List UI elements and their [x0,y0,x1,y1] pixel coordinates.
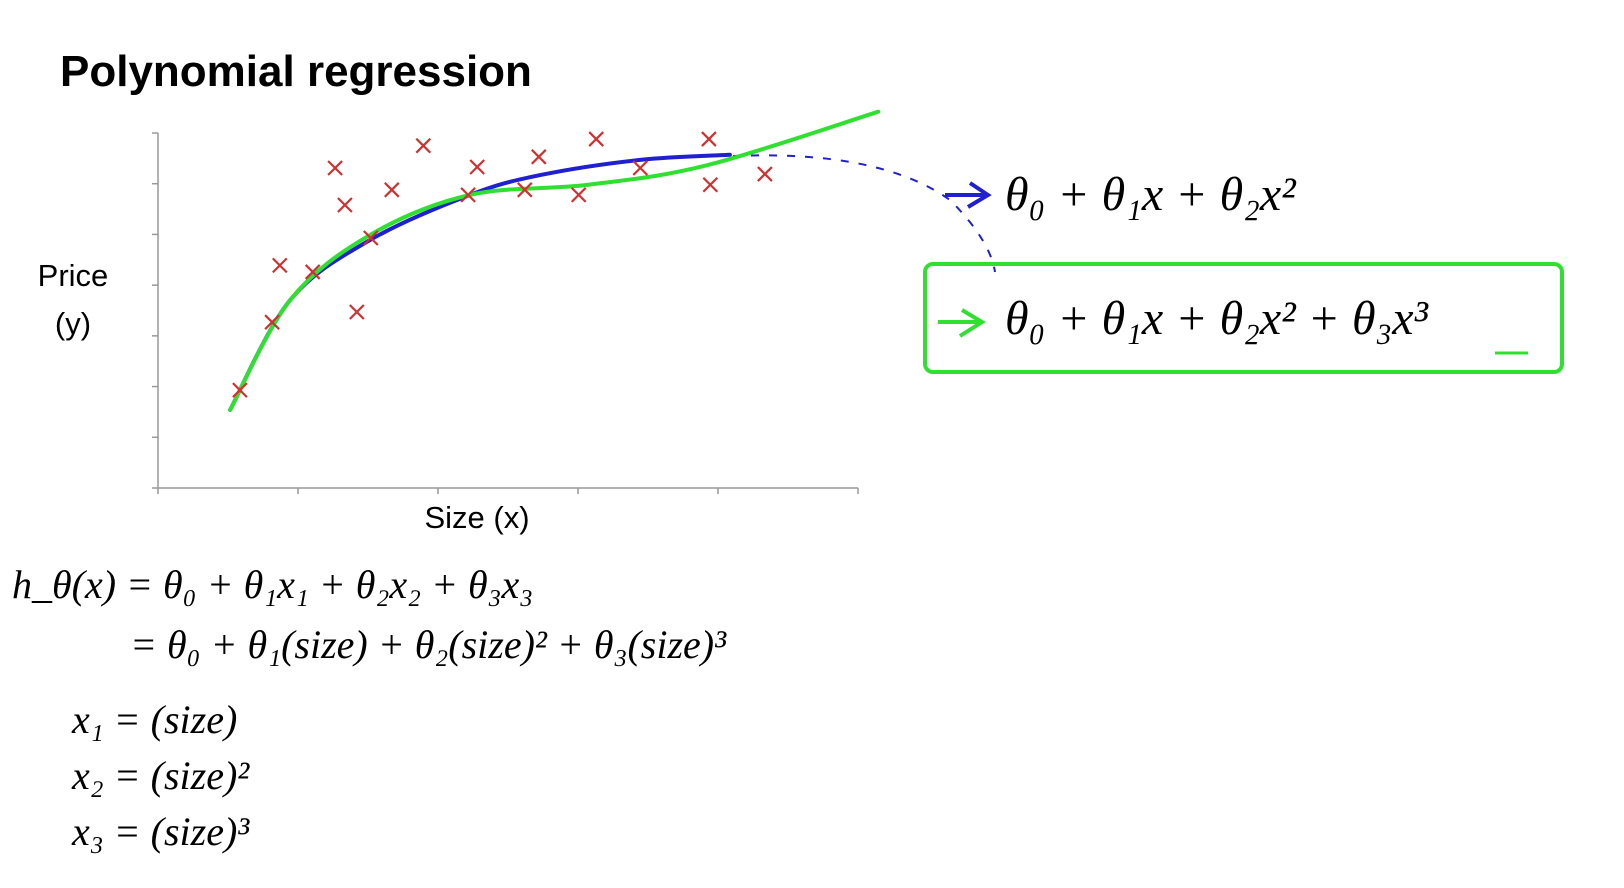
formula: h_θ(x) = θ₀ + θ₁x₁ + θ₂x₂ + θ₃x₃ [12,562,533,607]
data-point [272,257,288,274]
data-point [232,382,248,398]
formula: x₃ = (size)³ [71,809,250,854]
formula: x₂ = (size)² [71,753,250,798]
data-point [304,264,321,280]
formula: x₁ = (size) [71,697,237,742]
arrow [938,308,986,338]
data-point [264,314,280,330]
x-axis-label: Size (x) [424,500,529,535]
data-point [632,160,649,176]
data-point [517,182,533,198]
data-point [349,304,365,320]
model-formula: θ₀ + θ₁x + θ₂x² + θ₃x³ [1005,292,1429,345]
dashed-arrow [732,154,996,273]
data-point [469,159,485,175]
model-formula: θ₀ + θ₁x + θ₂x² [1005,168,1297,221]
y-axis-label: Price [38,258,109,293]
data-point [701,131,717,147]
data-point [363,230,379,246]
data-point [531,149,547,165]
arrow [945,181,992,209]
data-point [570,187,587,203]
data-point [757,166,773,182]
data-point [702,176,719,193]
data-point [327,160,343,176]
data-point [384,182,400,198]
data-point [588,131,604,147]
y-axis-label: (y) [55,306,91,341]
highlight-box [923,262,1564,374]
formula: = θ₀ + θ₁(size) + θ₂(size)² + θ₃(size)³ [130,622,727,667]
slide-title: Polynomial regression [60,47,532,96]
data-point [460,187,476,203]
data-point [415,137,432,154]
data-point [337,197,353,213]
fit-curve [228,109,881,412]
